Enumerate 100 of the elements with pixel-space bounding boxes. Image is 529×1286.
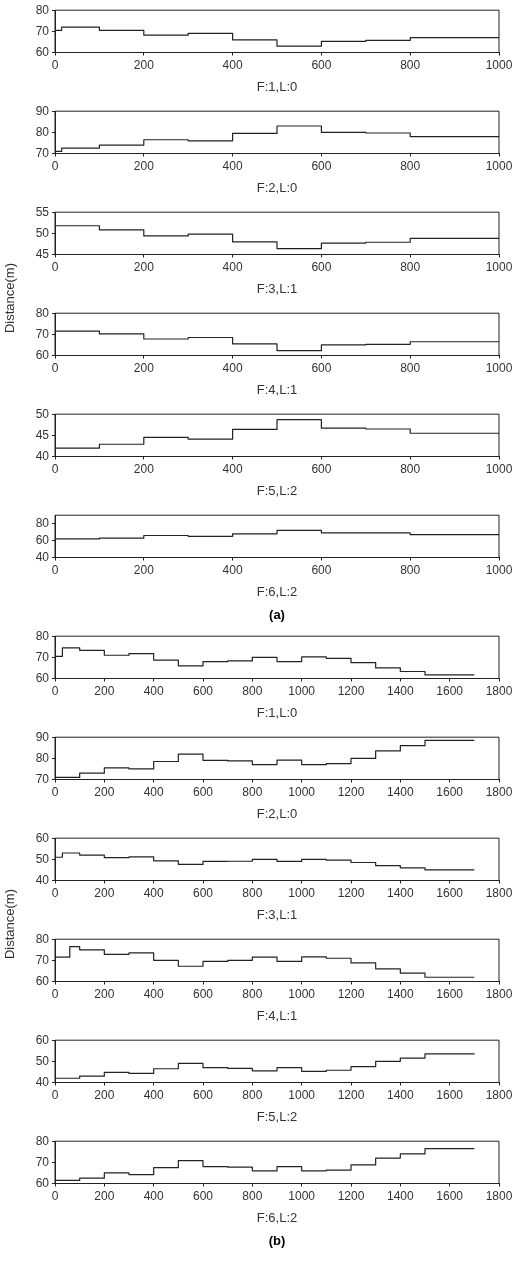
x-tick-label: 1800 bbox=[485, 684, 513, 699]
y-tick-label: 40 bbox=[35, 872, 50, 887]
text: (b) bbox=[268, 1233, 286, 1249]
x-tick-label: 1400 bbox=[386, 684, 414, 699]
x-tick-label: 1400 bbox=[386, 886, 414, 901]
x-tick-label: 1800 bbox=[485, 1088, 513, 1103]
x-tick-label: 0 bbox=[51, 260, 59, 275]
y-tick-label: 45 bbox=[35, 427, 50, 442]
x-axis-title: F:1,L:0 bbox=[256, 78, 298, 94]
x-tick-label: 800 bbox=[242, 1189, 263, 1204]
y-tick-label: 70 bbox=[35, 326, 50, 341]
x-tick-label: 1200 bbox=[337, 785, 365, 800]
x-tick-label: 800 bbox=[400, 159, 421, 174]
y-tick-label: 60 bbox=[35, 670, 50, 685]
x-tick-label: 800 bbox=[400, 361, 421, 376]
y-tick-label: 40 bbox=[35, 1074, 50, 1089]
x-tick-label: 1000 bbox=[288, 684, 316, 699]
x-tick-label: 1200 bbox=[337, 1088, 365, 1103]
x-tick-label: 0 bbox=[51, 1189, 59, 1204]
y-tick-label: 80 bbox=[35, 750, 50, 765]
x-tick-label: 1400 bbox=[386, 785, 414, 800]
x-tick-label: 400 bbox=[143, 785, 164, 800]
x-tick-label: 600 bbox=[192, 1189, 214, 1204]
y-tick-label: 70 bbox=[35, 649, 50, 664]
x-tick-label: 1400 bbox=[386, 1088, 414, 1103]
x-tick-label: 0 bbox=[51, 58, 59, 73]
x-tick-label: 200 bbox=[133, 563, 155, 578]
y-tick-label: 70 bbox=[35, 952, 50, 967]
x-tick-label: 1200 bbox=[337, 987, 365, 1002]
y-tick-label: 60 bbox=[35, 1032, 50, 1047]
x-tick-label: 1000 bbox=[288, 886, 316, 901]
x-tick-label: 0 bbox=[51, 159, 59, 174]
x-tick-label: 800 bbox=[242, 886, 263, 901]
y-tick-label: 90 bbox=[35, 729, 50, 744]
x-tick-label: 400 bbox=[143, 987, 164, 1002]
x-tick-label: 1000 bbox=[485, 260, 513, 275]
x-tick-label: 200 bbox=[133, 462, 155, 477]
x-axis-title: F:1,L:0 bbox=[256, 704, 298, 720]
x-tick-label: 600 bbox=[311, 260, 332, 275]
x-tick-label: 200 bbox=[133, 260, 155, 275]
x-axis-title: F:4,L:1 bbox=[256, 381, 298, 397]
x-tick-label: 0 bbox=[51, 1088, 59, 1103]
x-axis-title: F:5,L:2 bbox=[256, 482, 298, 498]
x-tick-label: 800 bbox=[242, 987, 263, 1002]
x-tick-label: 400 bbox=[222, 58, 243, 73]
x-tick-label: 1200 bbox=[337, 684, 365, 699]
y-tick-label: 60 bbox=[35, 532, 50, 547]
x-tick-label: 800 bbox=[400, 260, 421, 275]
x-tick-label: 1400 bbox=[386, 987, 414, 1002]
x-tick-label: 400 bbox=[222, 260, 243, 275]
x-tick-label: 400 bbox=[222, 462, 243, 477]
x-axis-title: F:3,L:1 bbox=[256, 280, 298, 296]
x-tick-label: 1000 bbox=[485, 462, 513, 477]
x-tick-label: 200 bbox=[94, 684, 115, 699]
x-tick-label: 1000 bbox=[485, 563, 513, 578]
x-axis-title: F:2,L:0 bbox=[256, 179, 298, 195]
x-tick-label: 600 bbox=[311, 361, 332, 376]
y-tick-label: 70 bbox=[35, 23, 50, 38]
x-tick-label: 400 bbox=[222, 361, 243, 376]
x-tick-label: 600 bbox=[311, 563, 332, 578]
x-tick-label: 200 bbox=[133, 361, 155, 376]
y-tick-label: 60 bbox=[35, 1175, 50, 1190]
x-tick-label: 1200 bbox=[337, 886, 365, 901]
y-tick-label: 70 bbox=[35, 771, 50, 786]
x-tick-label: 0 bbox=[51, 684, 59, 699]
x-axis-title: F:6,L:2 bbox=[256, 1209, 298, 1225]
x-tick-label: 400 bbox=[143, 1189, 164, 1204]
y-axis-title: Distance(m) bbox=[1, 262, 17, 334]
x-tick-label: 1000 bbox=[485, 361, 513, 376]
x-tick-label: 1600 bbox=[436, 684, 464, 699]
x-tick-label: 0 bbox=[51, 361, 59, 376]
y-tick-label: 60 bbox=[35, 44, 50, 59]
x-tick-label: 1600 bbox=[436, 1189, 464, 1204]
y-tick-label: 80 bbox=[35, 2, 50, 17]
text: (a) bbox=[269, 607, 285, 623]
y-tick-label: 80 bbox=[35, 931, 50, 946]
x-tick-label: 1600 bbox=[436, 1088, 464, 1103]
x-tick-label: 200 bbox=[94, 785, 115, 800]
x-tick-label: 200 bbox=[94, 886, 115, 901]
x-tick-label: 800 bbox=[400, 58, 421, 73]
y-tick-label: 50 bbox=[35, 406, 50, 421]
x-tick-label: 1000 bbox=[288, 785, 316, 800]
x-tick-label: 1000 bbox=[288, 1088, 316, 1103]
y-tick-label: 40 bbox=[35, 549, 50, 564]
y-tick-label: 80 bbox=[35, 124, 50, 139]
x-tick-label: 0 bbox=[51, 886, 59, 901]
x-tick-label: 600 bbox=[192, 684, 214, 699]
x-tick-label: 1600 bbox=[436, 886, 464, 901]
x-axis-title: F:6,L:2 bbox=[256, 583, 298, 599]
x-axis-title: F:5,L:2 bbox=[256, 1108, 298, 1124]
x-tick-label: 600 bbox=[192, 987, 214, 1002]
y-tick-label: 80 bbox=[35, 305, 50, 320]
x-axis-title: F:2,L:0 bbox=[256, 805, 298, 821]
x-tick-label: 200 bbox=[94, 1088, 115, 1103]
y-tick-label: 80 bbox=[35, 628, 50, 643]
x-tick-label: 600 bbox=[192, 785, 214, 800]
x-tick-label: 600 bbox=[192, 886, 214, 901]
y-tick-label: 50 bbox=[35, 1053, 50, 1068]
y-axis-title: Distance(m) bbox=[1, 888, 17, 960]
x-tick-label: 800 bbox=[242, 785, 263, 800]
